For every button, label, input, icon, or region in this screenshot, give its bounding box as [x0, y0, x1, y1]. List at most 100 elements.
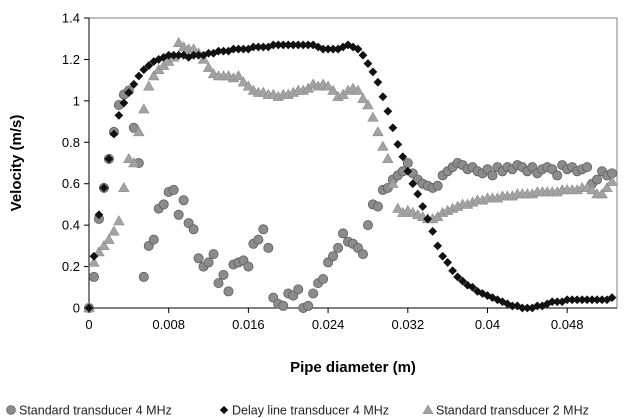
data-point: [89, 251, 99, 261]
data-point: [413, 189, 423, 199]
data-point: [124, 88, 134, 97]
x-tick-label: 0.016: [232, 317, 265, 332]
data-point: [596, 188, 608, 199]
data-point: [582, 295, 592, 305]
legend-label: Standard transducer 4 MHz: [19, 404, 172, 418]
y-axis-title: Velocity (m/s): [8, 115, 25, 212]
y-tick-label: 1: [73, 93, 80, 108]
data-point: [382, 153, 394, 164]
data-point: [118, 182, 130, 193]
x-tick-label: 0.008: [152, 317, 185, 332]
data-point: [308, 40, 318, 50]
data-point: [148, 70, 160, 81]
data-point: [214, 46, 223, 56]
legend-label: Delay line transducer 4 MHz: [232, 404, 389, 418]
data-point: [93, 246, 105, 257]
data-point: [532, 301, 542, 311]
data-point: [208, 249, 219, 260]
data-point: [358, 50, 368, 60]
data-point: [98, 240, 110, 251]
data-point: [322, 80, 334, 91]
data-point: [164, 50, 174, 60]
data-point: [577, 295, 587, 305]
data-point: [242, 80, 255, 91]
data-point: [278, 40, 288, 50]
y-axis-ticks: 0 0.2 0.4 0.6 0.8 1 1.2 1.4: [62, 11, 89, 316]
data-point: [293, 284, 304, 295]
data-point: [178, 195, 189, 206]
data-point: [188, 224, 199, 235]
data-point: [318, 273, 329, 284]
data-point: [204, 48, 213, 58]
series-triangle: [83, 37, 618, 313]
data-point: [602, 295, 612, 305]
data-point: [234, 44, 243, 54]
series-diamond: [84, 40, 617, 313]
x-tick-label: 0.048: [551, 317, 584, 332]
data-point: [113, 215, 125, 226]
legend-item: Delay line transducer 4 MHz: [219, 404, 389, 418]
legend-marker-diamond: [219, 405, 229, 415]
data-point: [353, 44, 363, 54]
legend-marker-circle: [6, 405, 16, 415]
data-point: [298, 40, 308, 50]
data-point: [333, 242, 344, 253]
x-axis-ticks: 0 0.008 0.016 0.024 0.032 0.04 0.048: [85, 308, 583, 332]
data-point: [104, 154, 114, 164]
data-point: [288, 40, 298, 50]
data-point: [258, 42, 268, 52]
data-point: [383, 106, 393, 116]
data-point: [119, 98, 129, 108]
data-point: [143, 80, 155, 91]
data-point: [123, 153, 135, 164]
series-layer: [83, 37, 618, 313]
data-point: [453, 272, 463, 282]
data-point: [202, 61, 215, 72]
data-point: [243, 261, 254, 272]
y-tick-label: 0.6: [62, 176, 80, 191]
y-tick-label: 1.4: [62, 11, 80, 26]
data-point: [99, 183, 109, 193]
data-point: [423, 214, 433, 224]
data-point: [362, 99, 374, 110]
data-point: [144, 61, 154, 71]
data-point: [582, 162, 593, 173]
data-point: [432, 180, 443, 191]
data-point: [168, 184, 179, 195]
data-point: [258, 224, 269, 235]
data-point: [128, 157, 140, 168]
data-point: [562, 295, 572, 305]
data-point: [303, 300, 314, 311]
data-point: [408, 179, 418, 189]
data-point: [148, 234, 159, 245]
data-point: [392, 202, 404, 213]
data-point: [84, 303, 94, 313]
y-tick-label: 0.2: [62, 259, 80, 274]
data-point: [428, 226, 438, 236]
data-point: [587, 295, 597, 305]
data-point: [94, 210, 104, 220]
data-point: [398, 152, 408, 162]
data-point: [443, 258, 453, 267]
data-point: [403, 166, 413, 176]
data-point: [239, 44, 248, 54]
data-point: [253, 234, 264, 245]
legend: Standard transducer 4 MHz Delay line tran…: [6, 404, 589, 418]
data-point: [552, 297, 562, 307]
data-point: [418, 202, 428, 211]
data-point: [189, 50, 199, 60]
data-point: [458, 276, 467, 286]
data-point: [308, 288, 319, 299]
data-point: [323, 44, 333, 54]
data-point: [88, 271, 99, 282]
data-point: [313, 42, 323, 52]
data-point: [507, 301, 517, 311]
data-point: [606, 175, 618, 186]
legend-item: Standard transducer 4 MHz: [6, 404, 172, 418]
data-point: [232, 70, 245, 81]
data-point: [402, 157, 413, 168]
data-point: [468, 282, 477, 292]
x-tick-label: 0: [85, 317, 92, 332]
data-point: [348, 42, 358, 52]
